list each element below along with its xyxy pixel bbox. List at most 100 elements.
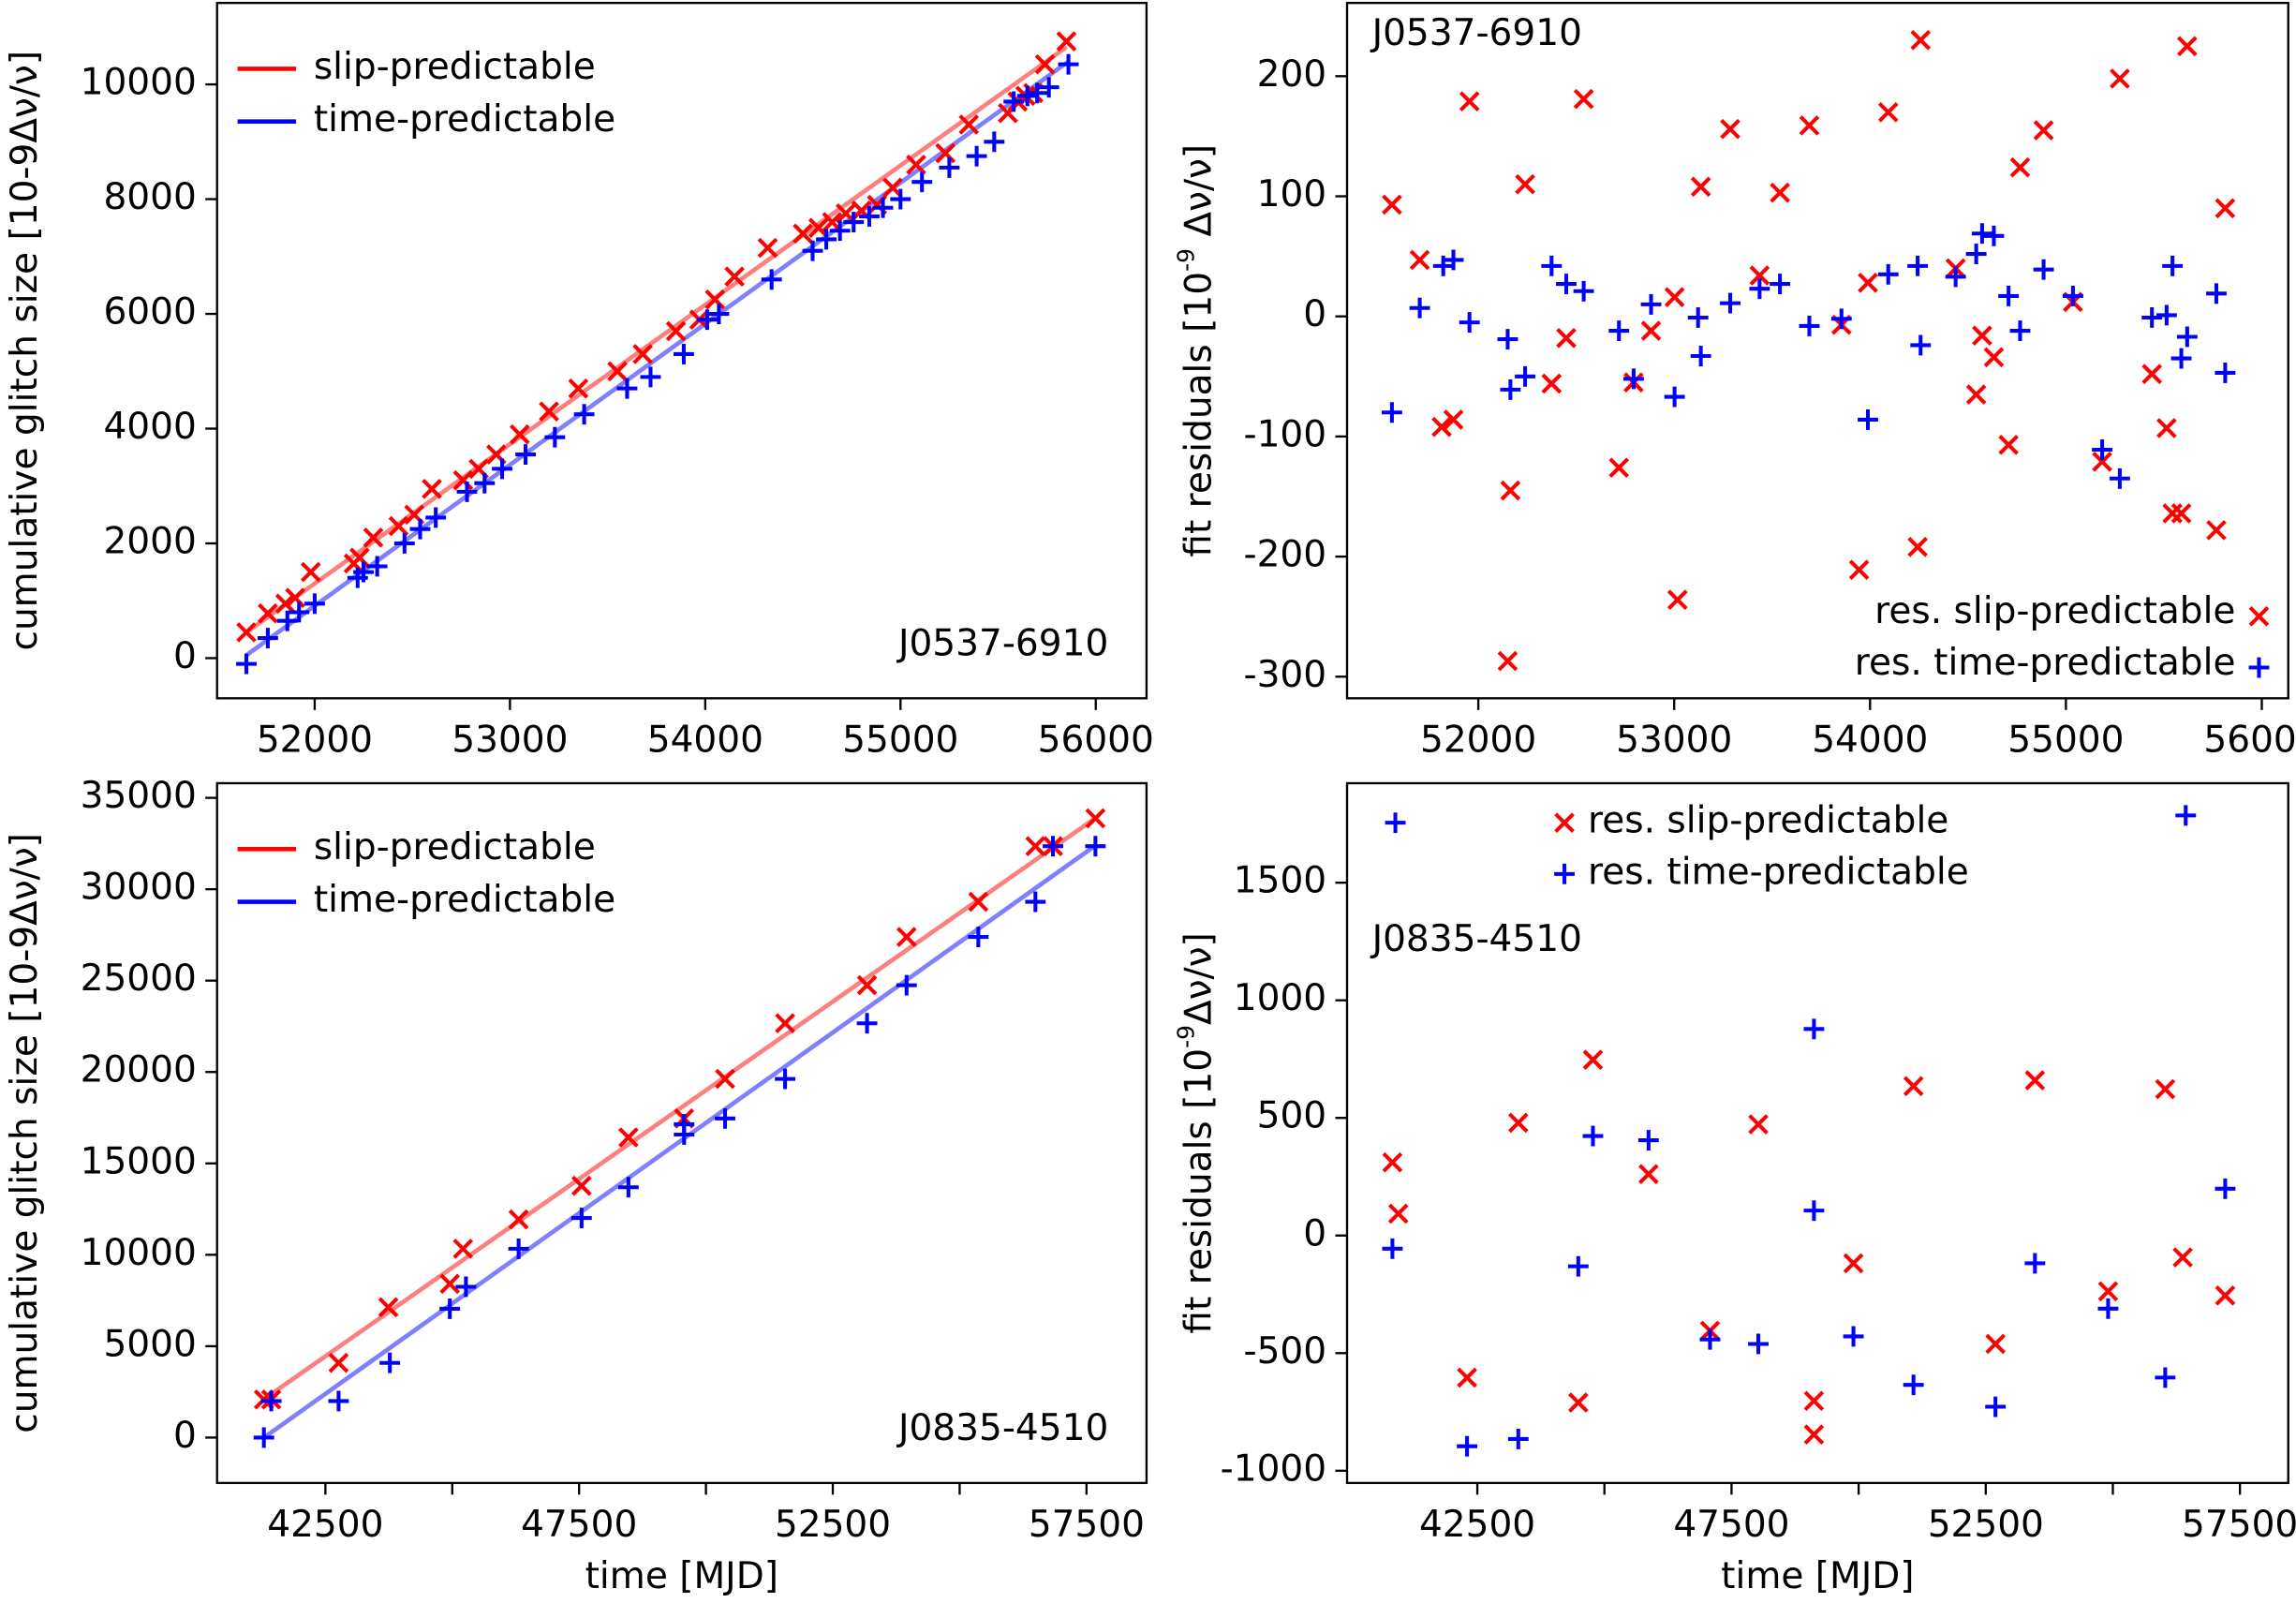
- data-point: [911, 171, 933, 193]
- data-point: [1770, 182, 1790, 203]
- x-tick-label: 52500: [1928, 1504, 2044, 1546]
- data-point: [1573, 88, 1594, 110]
- data-point: [1582, 1049, 1604, 1071]
- data-point: [1638, 1164, 1659, 1185]
- data-point: [1640, 293, 1662, 315]
- y-tick-label: -100: [1244, 413, 1327, 455]
- data-point: [715, 1068, 735, 1090]
- x-tick-label: 57500: [1029, 1504, 1145, 1546]
- data-point: [802, 240, 823, 261]
- data-point: [2215, 1284, 2236, 1306]
- data-point: [2097, 1298, 2119, 1319]
- data-point: [761, 269, 782, 290]
- legend-label: res. slip-predictable: [1874, 590, 2235, 632]
- x-tick-label: 57500: [2182, 1504, 2296, 1546]
- data-point: [474, 472, 496, 494]
- x-tick-label: 53000: [452, 720, 568, 762]
- data-point: [508, 1209, 529, 1230]
- data-point: [1666, 589, 1688, 611]
- data-point: [1382, 194, 1402, 215]
- data-point: [274, 593, 296, 615]
- x-axis-label: time [MJD]: [1721, 1555, 1914, 1597]
- fit-line: [244, 45, 1068, 634]
- y-tick-label: 10000: [81, 62, 197, 104]
- data-point: [258, 602, 278, 624]
- legend-swatch: [1554, 812, 1575, 833]
- data-point: [1770, 274, 1791, 295]
- data-point: [1843, 1326, 1864, 1347]
- x-tick-label: 47500: [521, 1504, 637, 1546]
- data-point: [836, 203, 856, 224]
- axes-frame: [1345, 1, 2289, 700]
- data-point: [674, 1114, 695, 1135]
- y-tick-label: 4000: [103, 406, 196, 448]
- data-point: [616, 378, 638, 399]
- data-point: [2162, 503, 2183, 524]
- data-point: [1541, 255, 1563, 276]
- x-tick-label: 42500: [267, 1504, 383, 1546]
- y-tick-label: 6000: [103, 291, 196, 334]
- panel: 52000 53000 54000 55000 56000 -300 -200 -100 0 10…: [1173, 1, 2296, 762]
- data-point: [1003, 91, 1025, 112]
- data-point: [673, 343, 694, 364]
- data-point: [607, 361, 628, 382]
- data-point: [856, 974, 878, 996]
- data-point: [2162, 255, 2184, 276]
- data-point: [379, 1352, 401, 1373]
- data-point: [2177, 36, 2198, 57]
- data-point: [260, 1390, 282, 1412]
- data-point: [1690, 176, 1711, 198]
- legend-label: res. time-predictable: [1855, 642, 2236, 684]
- data-point: [1085, 808, 1106, 829]
- x-tick-label: 56000: [2203, 720, 2296, 762]
- data-point: [515, 444, 537, 466]
- data-point: [896, 927, 917, 947]
- data-point: [378, 1297, 399, 1318]
- x-tick-label: 55000: [2007, 720, 2124, 762]
- legend-label: res. slip-predictable: [1588, 800, 1948, 842]
- data-point: [388, 515, 409, 537]
- data-point: [1637, 1130, 1659, 1151]
- data-point: [775, 1068, 796, 1090]
- data-point: [856, 1013, 878, 1034]
- data-point: [632, 344, 653, 364]
- data-point: [1016, 85, 1038, 107]
- data-point: [935, 142, 956, 164]
- data-point: [2009, 320, 2031, 342]
- data-point: [1085, 836, 1106, 857]
- y-axis-label: fit residuals [10-9 Δν/ν]: [1173, 144, 1221, 557]
- data-point: [1907, 255, 1929, 276]
- data-point: [1027, 82, 1048, 104]
- x-tick-label: 52000: [1420, 720, 1536, 762]
- data-point: [816, 229, 837, 250]
- data-point: [1965, 384, 1987, 405]
- data-point: [1903, 1374, 1924, 1396]
- data-point: [1843, 1253, 1864, 1274]
- y-tick-label: 30000: [81, 867, 197, 909]
- data-point: [1803, 1018, 1825, 1040]
- data-point: [1459, 312, 1480, 334]
- fit-line: [262, 816, 1097, 1402]
- data-point: [300, 561, 321, 583]
- x-tick-label: 55000: [842, 720, 958, 762]
- x-tick-label: 56000: [1038, 720, 1154, 762]
- data-point: [1985, 1396, 2007, 1417]
- data-point: [455, 1276, 477, 1298]
- y-tick-label: 500: [1257, 1095, 1327, 1137]
- y-tick-label: 15000: [81, 1140, 197, 1182]
- data-point: [1848, 559, 1870, 580]
- data-point: [1608, 457, 1630, 479]
- data-point: [328, 1352, 349, 1373]
- y-tick-label: 100: [1257, 173, 1327, 215]
- y-axis-label-sup: -9: [1173, 1025, 1200, 1048]
- data-point: [1983, 225, 2005, 246]
- data-point: [2033, 120, 2054, 141]
- x-tick-label: 52000: [257, 720, 373, 762]
- data-point: [1034, 53, 1056, 75]
- data-point: [571, 1175, 592, 1196]
- y-axis-label-sup: -9: [1173, 248, 1200, 272]
- data-point: [1515, 365, 1536, 387]
- y-tick-label: 0: [1303, 1212, 1326, 1254]
- data-point: [1998, 435, 2019, 455]
